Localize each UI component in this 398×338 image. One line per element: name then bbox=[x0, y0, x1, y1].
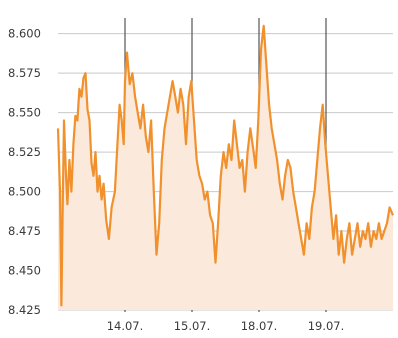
y-tick-label: 8.550 bbox=[8, 106, 41, 120]
y-tick-label: 8.450 bbox=[8, 264, 41, 278]
y-tick-label: 8.475 bbox=[8, 224, 41, 238]
x-tick-label: 15.07. bbox=[174, 319, 211, 333]
y-tick-label: 8.500 bbox=[8, 185, 41, 199]
y-tick-label: 8.575 bbox=[8, 66, 41, 80]
series-line bbox=[56, 24, 395, 307]
y-tick-label: 8.425 bbox=[8, 303, 41, 317]
x-tick-label: 19.07. bbox=[308, 319, 345, 333]
y-tick-label: 8.525 bbox=[8, 145, 41, 159]
x-tick-label: 18.07. bbox=[241, 319, 278, 333]
y-axis-ticks: 8.425 8.450 8.475 8.500 8.525 8.550 8.575 8.600 bbox=[8, 27, 41, 317]
y-tick-label: 8.600 bbox=[8, 27, 41, 41]
x-tick-label: 14.07. bbox=[107, 319, 144, 333]
x-axis-ticks: 14.07. 15.07. 18.07. 19.07. bbox=[107, 319, 345, 333]
